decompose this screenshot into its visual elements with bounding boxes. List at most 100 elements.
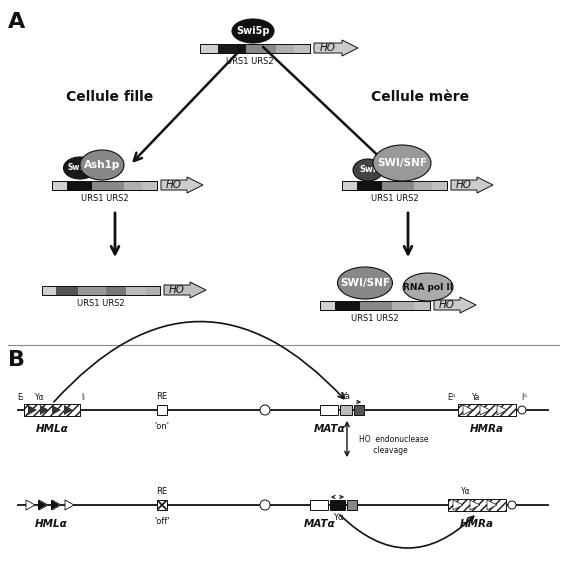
Text: Cellule fille: Cellule fille <box>66 90 154 104</box>
Text: Swi: Swi <box>359 166 376 174</box>
Bar <box>124 180 142 190</box>
Bar <box>246 43 276 52</box>
Text: 'on': 'on' <box>154 422 170 431</box>
Text: HMLα: HMLα <box>36 424 69 434</box>
Text: Cellule mère: Cellule mère <box>371 90 469 104</box>
Text: Ya: Ya <box>341 392 350 401</box>
Bar <box>92 180 124 190</box>
Polygon shape <box>26 500 35 510</box>
Polygon shape <box>52 500 61 510</box>
Bar <box>24 404 80 416</box>
Text: URS1 URS2: URS1 URS2 <box>81 194 128 203</box>
Text: HO: HO <box>456 180 472 190</box>
Bar <box>335 301 360 309</box>
Text: HO: HO <box>320 43 336 53</box>
Text: SWI/SNF: SWI/SNF <box>340 278 390 288</box>
Polygon shape <box>64 405 73 415</box>
Bar <box>56 285 78 295</box>
Bar <box>200 43 310 52</box>
Bar <box>52 180 67 190</box>
Text: Yα: Yα <box>461 487 471 496</box>
Text: MATα: MATα <box>314 424 346 434</box>
Circle shape <box>518 406 526 414</box>
Text: A: A <box>8 12 26 32</box>
Bar <box>347 500 357 510</box>
Ellipse shape <box>403 273 453 301</box>
Circle shape <box>260 405 270 415</box>
Bar <box>340 405 352 415</box>
Polygon shape <box>28 405 37 415</box>
Ellipse shape <box>373 145 431 181</box>
FancyArrowPatch shape <box>54 322 344 402</box>
Text: 'off': 'off' <box>154 517 170 526</box>
Text: HO: HO <box>169 285 185 295</box>
Polygon shape <box>487 500 497 510</box>
Text: MATα: MATα <box>304 519 336 529</box>
Bar <box>52 180 157 190</box>
Polygon shape <box>51 500 60 510</box>
Text: Yα: Yα <box>35 393 45 402</box>
Text: HO: HO <box>166 180 182 190</box>
Text: URS1 URS2: URS1 URS2 <box>77 299 125 308</box>
Text: Eₗ: Eₗ <box>17 393 23 402</box>
Bar <box>78 285 106 295</box>
Text: Iᴳ: Iᴳ <box>521 393 527 402</box>
Polygon shape <box>40 405 49 415</box>
Text: Iₗ: Iₗ <box>81 393 85 402</box>
Polygon shape <box>470 500 480 510</box>
Bar <box>330 500 345 510</box>
Text: RE: RE <box>156 487 168 496</box>
Text: Eᴳ: Eᴳ <box>448 393 456 402</box>
Polygon shape <box>164 282 206 298</box>
Bar <box>42 285 160 295</box>
Bar <box>42 285 160 295</box>
Polygon shape <box>38 500 47 510</box>
Ellipse shape <box>232 19 274 43</box>
Text: RNA pol II: RNA pol II <box>403 282 453 292</box>
Ellipse shape <box>337 267 392 299</box>
Text: URS1 URS2: URS1 URS2 <box>371 194 418 203</box>
Bar <box>320 301 430 309</box>
Text: Ya: Ya <box>472 393 480 402</box>
Text: HO: HO <box>439 300 455 310</box>
Bar <box>342 180 447 190</box>
Ellipse shape <box>64 157 96 179</box>
Polygon shape <box>39 500 48 510</box>
Bar <box>458 404 516 416</box>
Text: Ash1p: Ash1p <box>84 160 120 170</box>
Bar <box>354 405 364 415</box>
Polygon shape <box>52 405 61 415</box>
Bar <box>342 180 447 190</box>
Text: B: B <box>8 350 25 370</box>
Bar <box>310 500 328 510</box>
Text: HMRa: HMRa <box>460 519 494 529</box>
Polygon shape <box>453 500 463 510</box>
FancyArrowPatch shape <box>340 515 473 548</box>
Text: HO  endonuclease
      cleavage: HO endonuclease cleavage <box>359 436 429 455</box>
Bar <box>67 180 92 190</box>
Ellipse shape <box>353 159 383 181</box>
Bar <box>382 180 414 190</box>
Circle shape <box>508 501 516 509</box>
Bar <box>392 301 414 309</box>
Bar <box>157 500 167 510</box>
Bar <box>360 301 392 309</box>
Text: Swi5p: Swi5p <box>67 164 93 173</box>
Polygon shape <box>497 405 507 415</box>
Text: Yα: Yα <box>333 513 343 522</box>
Text: RE: RE <box>156 392 168 401</box>
Polygon shape <box>161 177 203 193</box>
Bar <box>157 405 167 415</box>
Polygon shape <box>480 405 490 415</box>
Bar <box>320 301 335 309</box>
Text: Swi5p: Swi5p <box>236 26 270 36</box>
Bar <box>106 285 126 295</box>
Bar <box>52 180 157 190</box>
Bar <box>414 180 432 190</box>
Text: HMRa: HMRa <box>470 424 504 434</box>
Bar <box>126 285 146 295</box>
Bar <box>218 43 246 52</box>
Text: SWI/SNF: SWI/SNF <box>377 158 427 168</box>
Text: URS1 URS2: URS1 URS2 <box>226 57 274 66</box>
Bar <box>276 43 294 52</box>
